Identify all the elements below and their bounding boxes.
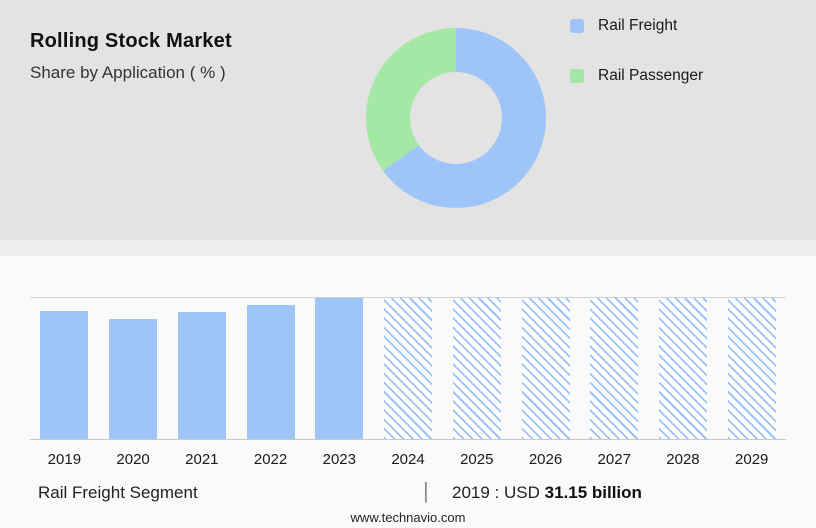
x-axis-label: 2020 (116, 451, 150, 468)
website-url: www.technavio.com (350, 510, 466, 525)
legend: Rail Freight Rail Passenger (570, 16, 703, 116)
bar-slot: 2029 (717, 298, 786, 468)
forecast-bar (658, 298, 707, 439)
footer-value-prefix: 2019 : USD (452, 483, 545, 502)
x-axis-label: 2019 (47, 451, 82, 468)
forecast-bar (384, 298, 433, 439)
bar-slot: 2024 (374, 298, 443, 468)
footer-separator: | (423, 478, 429, 503)
donut-hole (410, 72, 502, 164)
chart-header: Rolling Stock Market Share by Applicatio… (30, 30, 232, 83)
x-axis-label: 2023 (322, 451, 356, 468)
bar-slot: 2027 (580, 298, 649, 468)
bar-slot: 2026 (511, 298, 580, 468)
bar-slot: 2028 (649, 298, 718, 468)
x-axis-label: 2021 (185, 451, 219, 468)
history-bar (246, 305, 295, 439)
x-axis-label: 2027 (597, 451, 631, 468)
history-bar (40, 310, 89, 439)
legend-label: Rail Passenger (598, 67, 704, 84)
forecast-bar (590, 298, 639, 439)
x-axis-label: 2029 (735, 451, 769, 468)
x-axis-label: 2024 (391, 451, 425, 468)
forecast-bar (521, 298, 570, 439)
x-axis-label: 2022 (253, 451, 288, 468)
page-subtitle: Share by Application ( % ) (30, 63, 226, 82)
legend-swatch (570, 19, 584, 33)
bar-slot: 2025 (442, 298, 511, 468)
section-divider (0, 240, 816, 256)
history-bar (315, 298, 364, 439)
legend-swatch (570, 69, 584, 83)
donut-section: Rolling Stock Market Share by Applicatio… (0, 0, 816, 240)
history-bar (109, 319, 158, 439)
x-axis-label: 2026 (528, 451, 563, 468)
segment-label: Rail Freight Segment (38, 483, 198, 502)
legend-item: Rail Freight (570, 16, 703, 36)
bar-slot: 2023 (305, 298, 374, 468)
page-title: Rolling Stock Market (30, 30, 232, 52)
bar-slot: 2022 (236, 298, 305, 468)
forecast-bar (727, 298, 776, 439)
footer-value: 2019 : USD 31.15 billion (452, 483, 642, 503)
x-axis-label: 2025 (460, 451, 494, 468)
x-axis-label: 2028 (666, 451, 700, 468)
history-bar (177, 312, 226, 439)
forecast-bar (452, 298, 501, 439)
legend-label: Rail Freight (598, 17, 678, 34)
donut-chart (366, 28, 546, 208)
footer-value-bold: 31.15 billion (544, 483, 642, 502)
bar-slot: 2019 (30, 298, 99, 468)
legend-item: Rail Passenger (570, 66, 703, 86)
bar-slot: 2020 (99, 298, 168, 468)
bar-plot: 2019 2020 2021 2022 2023 2024 2025 2026 2027 2028… (30, 297, 786, 468)
bar-slot: 2021 (167, 298, 236, 468)
